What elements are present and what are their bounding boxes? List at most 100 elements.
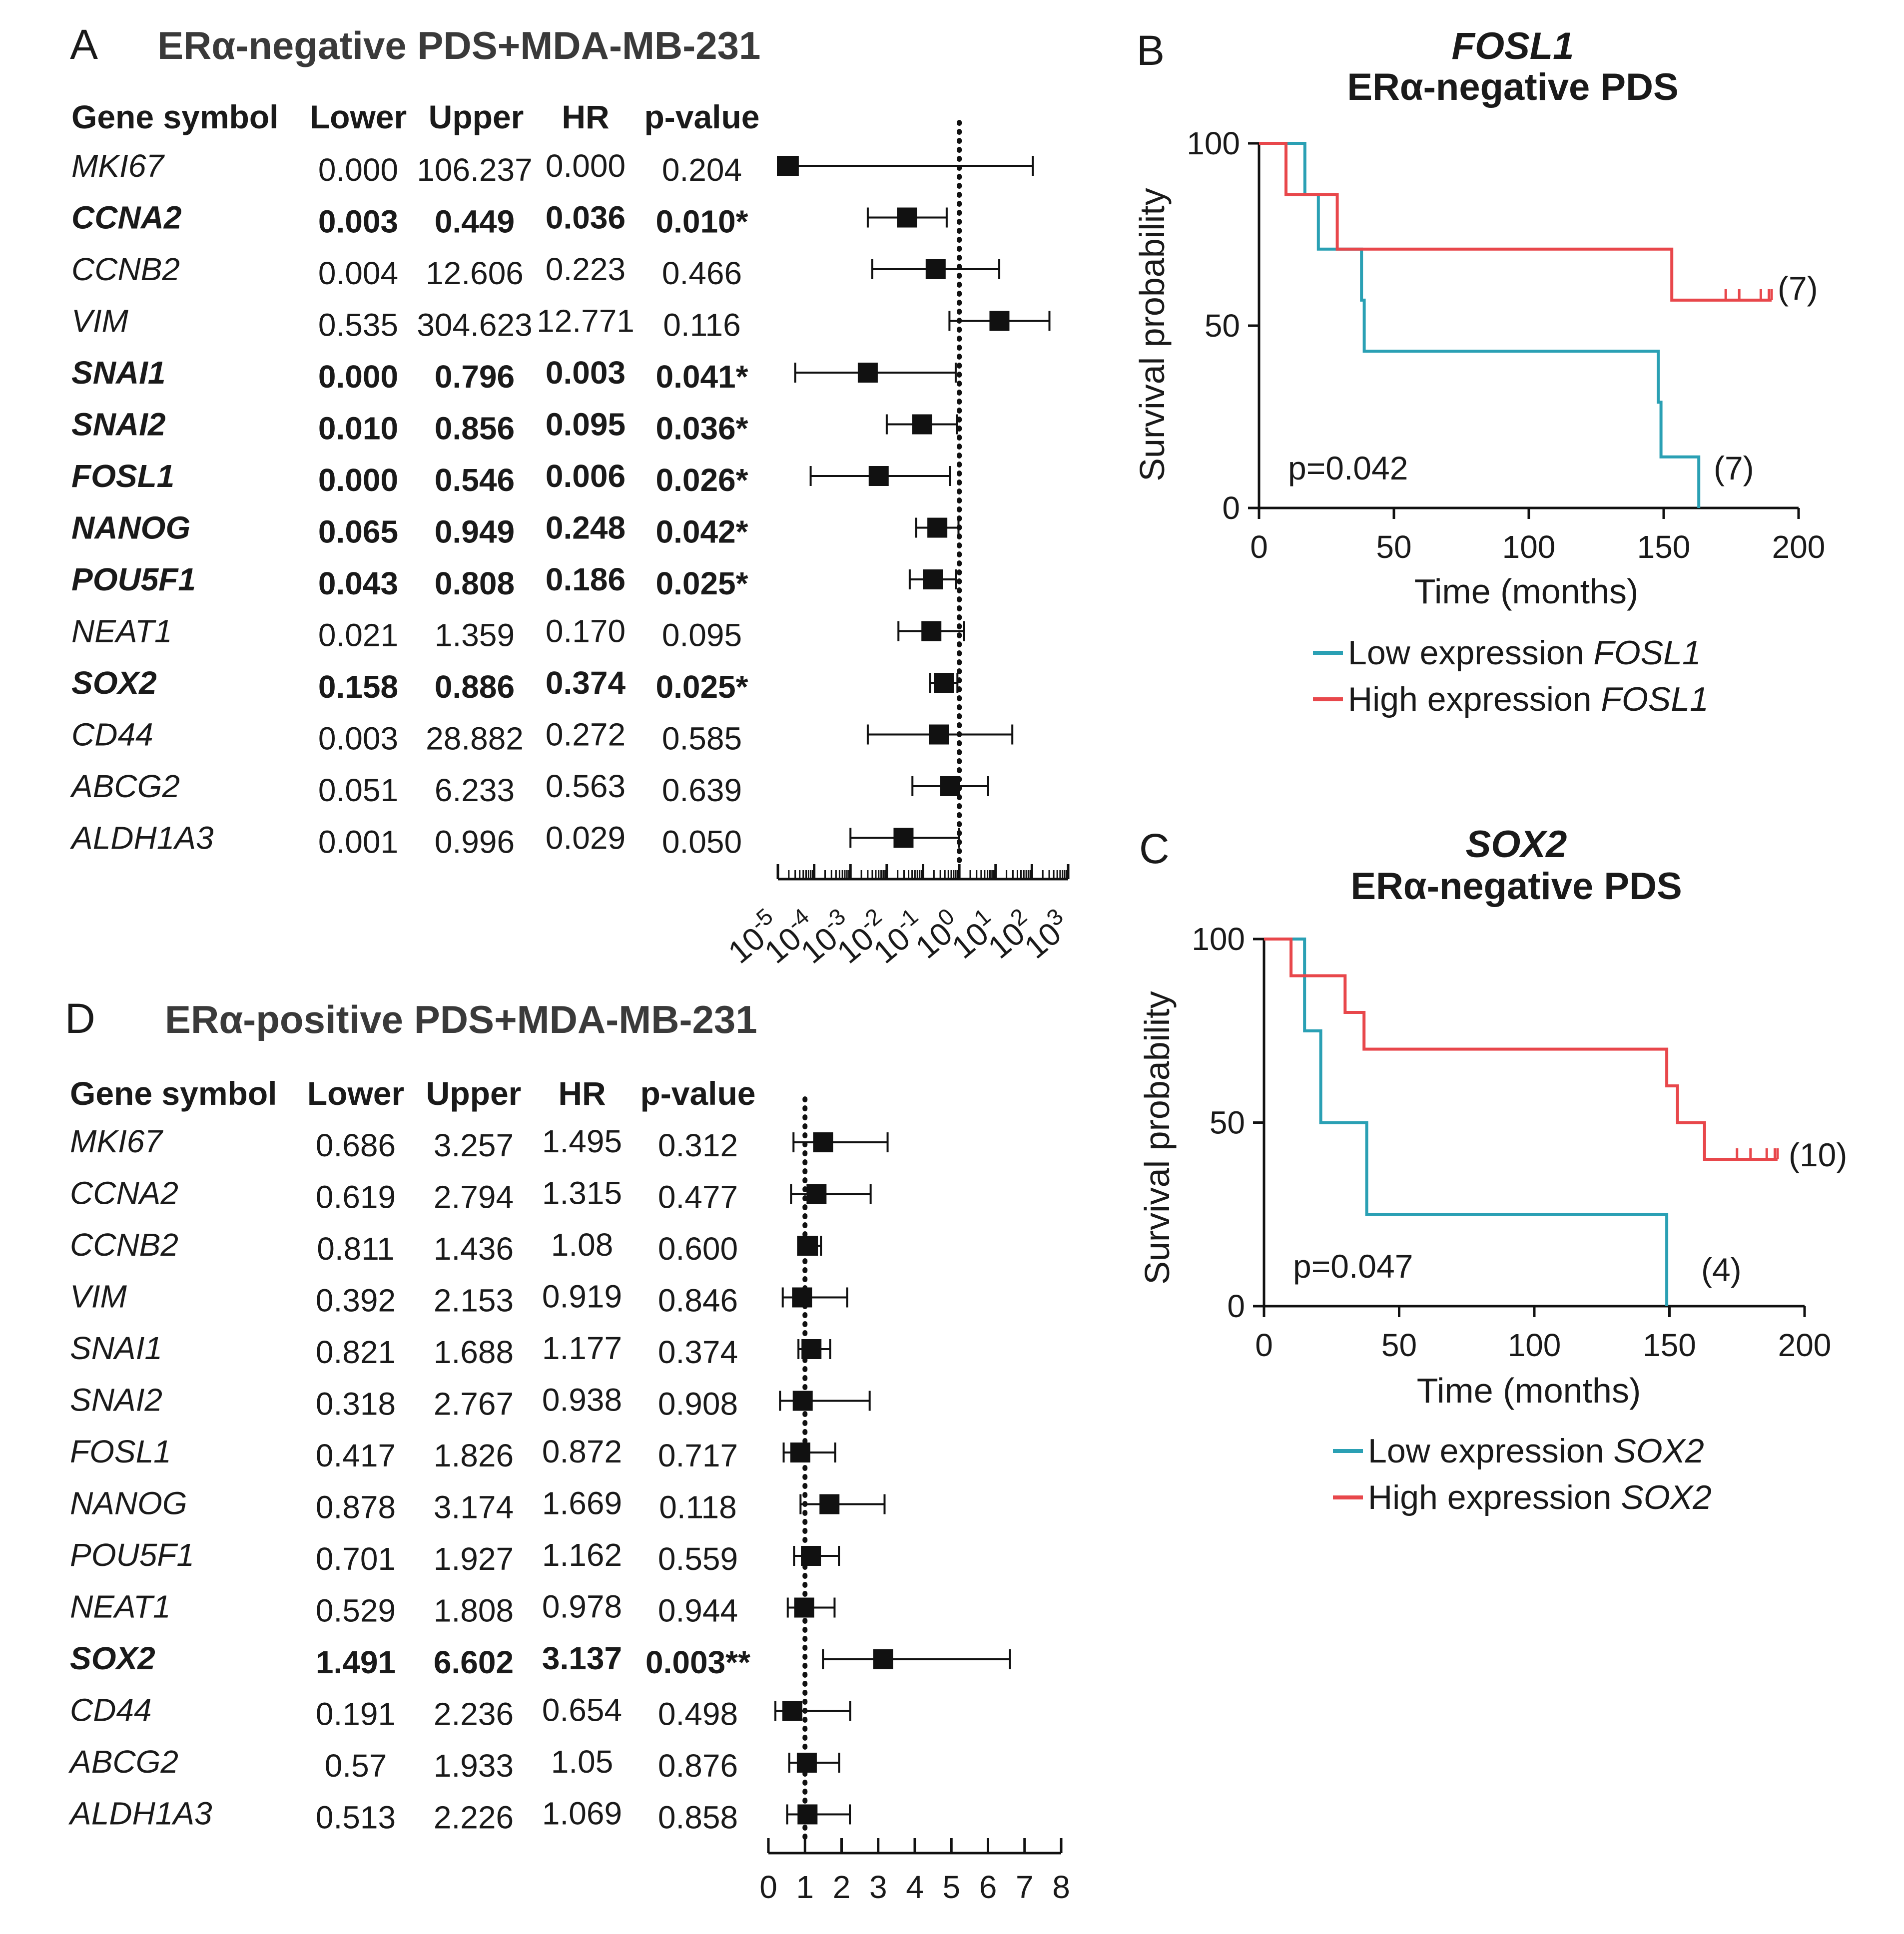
gene-symbol-cell: POU5F1 bbox=[71, 561, 196, 597]
y-tick-label: 50 bbox=[1210, 1105, 1245, 1141]
confidence-interval bbox=[781, 1287, 848, 1308]
hr-point-marker bbox=[796, 1753, 817, 1773]
p-value-cell: 0.585 bbox=[662, 721, 742, 757]
hr-cell: 0.036 bbox=[546, 200, 626, 236]
x-tick-label: 0 bbox=[1250, 529, 1268, 565]
upper-cell: 3.174 bbox=[434, 1489, 514, 1525]
confidence-interval bbox=[790, 1184, 872, 1204]
upper-cell: 28.882 bbox=[426, 721, 524, 757]
upper-cell: 1.808 bbox=[434, 1593, 514, 1629]
x-tick-label: 2 bbox=[833, 1869, 851, 1905]
confidence-interval bbox=[797, 1339, 831, 1359]
survival-curve bbox=[1259, 142, 1772, 302]
p-value-cell: 0.466 bbox=[662, 255, 742, 291]
survival-curve bbox=[1264, 938, 1669, 1306]
hr-cell: 1.162 bbox=[542, 1537, 622, 1573]
upper-cell: 0.886 bbox=[435, 669, 515, 705]
lower-cell: 0.003 bbox=[318, 721, 398, 757]
lower-cell: 0.513 bbox=[316, 1800, 396, 1836]
upper-cell: 0.996 bbox=[435, 824, 515, 860]
p-value-cell: 0.050 bbox=[662, 824, 742, 860]
p-value-cell: 0.717 bbox=[658, 1438, 738, 1473]
hr-point-marker bbox=[782, 1701, 802, 1721]
confidence-interval bbox=[794, 363, 957, 383]
p-value-cell: 0.095 bbox=[662, 617, 742, 653]
panel-c-ylabel: Survival probability bbox=[1138, 991, 1177, 1284]
panel-b-legend: Low expression FOSL1 High expression FOS… bbox=[1313, 634, 1709, 718]
hr-cell: 0.872 bbox=[542, 1434, 622, 1469]
gene-symbol-cell: MKI67 bbox=[70, 1123, 163, 1159]
upper-cell: 2.767 bbox=[434, 1386, 514, 1422]
confidence-interval bbox=[897, 621, 965, 641]
p-value-cell: 0.498 bbox=[658, 1696, 738, 1732]
hr-cell: 1.05 bbox=[551, 1744, 614, 1780]
hr-cell: 0.003 bbox=[546, 355, 626, 391]
hr-point-marker bbox=[873, 1649, 893, 1669]
p-value-cell: 0.041* bbox=[655, 359, 748, 395]
confidence-interval bbox=[782, 1443, 836, 1462]
x-tick-label: 100 bbox=[1502, 529, 1556, 565]
panel-b-n-low: (7) bbox=[1714, 450, 1754, 486]
upper-cell: 0.949 bbox=[435, 514, 515, 550]
panel-c-n-low: (4) bbox=[1701, 1251, 1742, 1288]
confidence-interval bbox=[792, 1132, 889, 1152]
p-value-cell: 0.116 bbox=[663, 307, 740, 343]
hr-point-marker bbox=[927, 517, 948, 538]
hr-point-marker bbox=[989, 311, 1010, 331]
table-row: FOSL1 0.000 0.546 0.006 0.026* bbox=[71, 458, 748, 498]
hr-point-marker bbox=[912, 414, 932, 435]
p-value-cell: 0.477 bbox=[658, 1179, 738, 1215]
upper-cell: 2.153 bbox=[434, 1283, 514, 1319]
upper-cell: 1.826 bbox=[434, 1438, 514, 1473]
upper-cell: 0.546 bbox=[435, 462, 515, 498]
panel-c-n-high: (10) bbox=[1789, 1136, 1847, 1173]
table-row: VIM 0.535 304.623 12.771 0.116 bbox=[71, 303, 741, 343]
table-row: SNAI2 0.318 2.767 0.938 0.908 bbox=[70, 1382, 738, 1422]
hr-point-marker bbox=[925, 259, 946, 279]
table-row: ABCG2 0.051 6.233 0.563 0.639 bbox=[69, 768, 742, 808]
panel-c-letter: C bbox=[1139, 825, 1170, 872]
hr-point-marker bbox=[940, 776, 961, 796]
hr-cell: 1.669 bbox=[542, 1485, 622, 1521]
lower-cell: 0.021 bbox=[318, 617, 398, 653]
lower-cell: 0.000 bbox=[318, 152, 398, 188]
lower-cell: 0.318 bbox=[316, 1386, 396, 1422]
header-p-value: p-value bbox=[640, 1075, 755, 1112]
p-value-cell: 0.003** bbox=[645, 1644, 750, 1680]
confidence-interval bbox=[793, 1546, 840, 1566]
panel-d-letter: D bbox=[65, 995, 95, 1042]
table-row: SOX2 1.491 6.602 3.137 0.003** bbox=[70, 1640, 750, 1680]
hr-point-marker bbox=[790, 1443, 810, 1462]
legend-low-label: Low expression SOX2 bbox=[1368, 1432, 1704, 1470]
upper-cell: 2.794 bbox=[434, 1179, 514, 1215]
confidence-interval bbox=[929, 673, 959, 693]
hr-point-marker bbox=[801, 1546, 821, 1566]
gene-symbol-cell: SOX2 bbox=[71, 665, 157, 701]
p-value-cell: 0.025* bbox=[655, 669, 748, 705]
p-value-cell: 0.858 bbox=[658, 1800, 738, 1836]
lower-cell: 0.004 bbox=[318, 255, 398, 291]
x-tick-label: 7 bbox=[1016, 1869, 1034, 1905]
confidence-interval bbox=[822, 1649, 1011, 1669]
x-tick-label: 5 bbox=[942, 1869, 960, 1905]
confidence-interval bbox=[908, 569, 957, 589]
confidence-interval bbox=[911, 776, 989, 796]
y-tick-label: 100 bbox=[1192, 921, 1245, 957]
x-tick-label: 6 bbox=[979, 1869, 997, 1905]
hr-point-marker bbox=[778, 156, 799, 176]
hr-cell: 0.095 bbox=[546, 407, 626, 443]
table-row: MKI67 0.686 3.257 1.495 0.312 bbox=[70, 1123, 738, 1163]
hr-cell: 0.563 bbox=[546, 768, 626, 804]
panel-a-letter: A bbox=[70, 21, 98, 68]
confidence-interval bbox=[788, 1753, 840, 1773]
hr-cell: 0.006 bbox=[546, 458, 626, 494]
gene-symbol-cell: ALDH1A3 bbox=[68, 1796, 212, 1832]
upper-cell: 0.449 bbox=[435, 204, 515, 240]
gene-symbol-cell: NEAT1 bbox=[70, 1589, 171, 1625]
p-value-cell: 0.639 bbox=[662, 772, 742, 808]
gene-symbol-cell: CD44 bbox=[70, 1692, 152, 1728]
y-tick-label: 0 bbox=[1222, 490, 1240, 526]
header-lower: Lower bbox=[307, 1075, 404, 1112]
